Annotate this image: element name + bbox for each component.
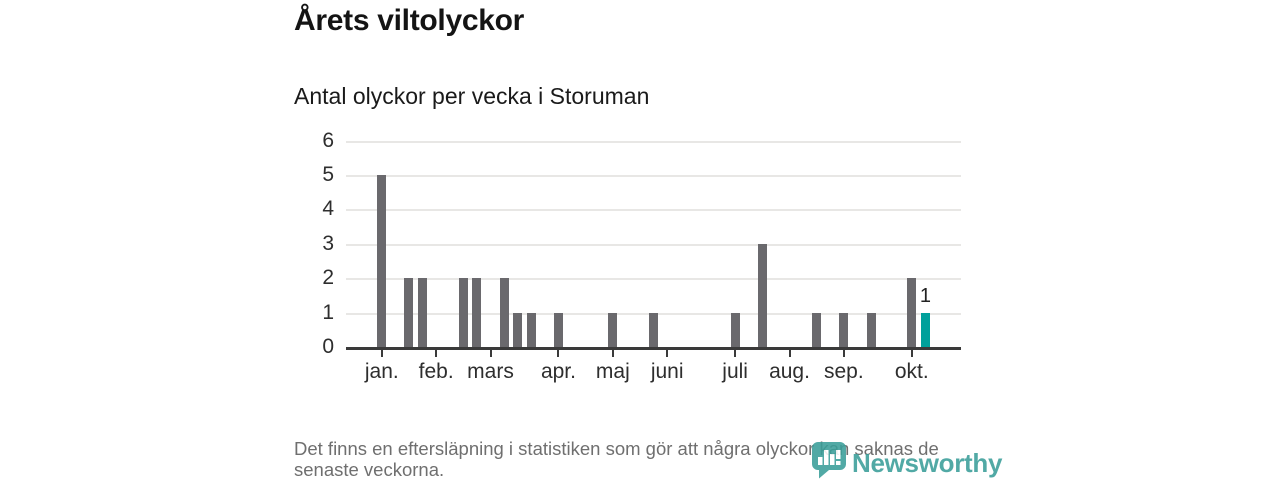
bar-week-33 xyxy=(812,313,822,347)
y-axis-label-3: 3 xyxy=(322,231,334,255)
bar-week-35 xyxy=(839,313,849,347)
x-tick-maj xyxy=(611,350,614,357)
x-axis-label-jan: jan. xyxy=(364,360,399,383)
x-tick-apr xyxy=(557,350,560,357)
newsworthy-logo: Newsworthy xyxy=(812,442,1002,480)
y-axis-label-5: 5 xyxy=(322,163,334,186)
gridline-y5 xyxy=(346,175,961,177)
bar-week-11 xyxy=(513,313,523,347)
bar-week-4 xyxy=(418,278,428,347)
bar-week-12 xyxy=(526,313,536,347)
x-tick-juli xyxy=(734,350,737,357)
plot-area: jan. feb. mars apr. maj juni juli aug. sep. okt. 1 xyxy=(346,140,961,383)
y-axis-label-2: 2 xyxy=(322,266,334,290)
bar-week-29 xyxy=(757,244,767,347)
bar-week-14 xyxy=(553,313,563,347)
x-tick-okt xyxy=(910,350,913,357)
newsworthy-pin-barchart-icon xyxy=(812,442,846,480)
x-axis-label-feb: feb. xyxy=(418,360,454,383)
gridline-y6 xyxy=(346,140,961,143)
x-axis-label-okt: okt. xyxy=(894,360,929,383)
chart-subtitle: Antal olyckor per vecka i Storuman xyxy=(294,83,650,109)
x-tick-feb xyxy=(435,350,438,357)
x-tick-jan xyxy=(380,350,383,357)
bar-week-37 xyxy=(866,313,876,347)
x-axis-label-apr: apr. xyxy=(540,360,576,383)
bar-value-label-week-41: 1 xyxy=(919,285,931,307)
x-tick-juni xyxy=(666,350,669,357)
gridline-y3 xyxy=(346,243,961,246)
footer-note: Det finns en eftersläpning i statistiken… xyxy=(294,438,939,480)
bar-week-41-highlight xyxy=(920,313,930,347)
bar-week-3 xyxy=(404,278,414,347)
y-axis-label-0: 0 xyxy=(322,335,334,358)
x-axis-label-juli: juli xyxy=(722,360,748,383)
x-axis-label-mars: mars xyxy=(467,360,514,383)
bar-week-8 xyxy=(472,278,482,347)
x-axis-label-aug: aug. xyxy=(769,360,810,383)
bar-week-1 xyxy=(377,175,387,347)
x-axis-label-sep: sep. xyxy=(824,360,864,383)
bar-week-40 xyxy=(907,278,917,347)
x-tick-aug xyxy=(788,350,791,357)
bar-week-10 xyxy=(499,278,509,347)
y-axis-label-1: 1 xyxy=(322,300,334,324)
y-axis-label-6: 6 xyxy=(322,128,334,152)
chart-title: Årets viltolyckor xyxy=(294,4,524,37)
newsworthy-logo-text: Newsworthy xyxy=(852,447,1003,478)
x-tick-sep xyxy=(842,350,845,357)
bar-week-21 xyxy=(649,313,659,347)
x-tick-mars xyxy=(489,350,492,357)
bar-week-7 xyxy=(458,278,468,347)
x-axis-label-maj: maj xyxy=(595,360,630,383)
gridline-y4 xyxy=(346,209,961,212)
gridline-y2 xyxy=(346,278,961,281)
y-axis-label-4: 4 xyxy=(322,197,334,221)
x-axis-line xyxy=(346,347,961,350)
bar-week-27 xyxy=(730,313,740,347)
x-axis-label-juni: juni xyxy=(650,360,684,383)
bar-week-18 xyxy=(608,313,618,347)
